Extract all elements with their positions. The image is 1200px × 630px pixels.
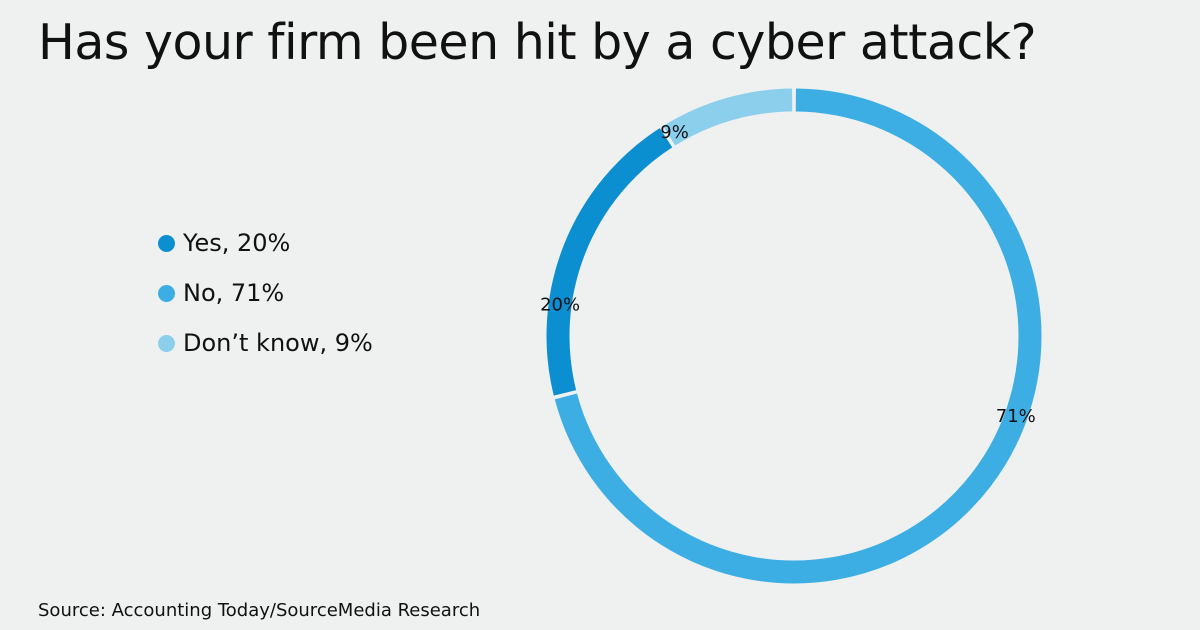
legend-label-no: No, 71% <box>183 279 285 307</box>
legend-label-dont-know: Don’t know, 9% <box>183 329 373 357</box>
legend-item-yes: Yes, 20% <box>158 218 373 268</box>
slice-label-dont-know: 9% <box>660 122 689 143</box>
source-note: Source: Accounting Today/SourceMedia Res… <box>38 600 481 621</box>
legend-swatch-no <box>158 284 175 302</box>
donut-slice-dont-know <box>663 88 793 146</box>
legend-swatch-yes <box>158 234 175 252</box>
legend-swatch-dont-know <box>158 334 175 352</box>
legend: Yes, 20% No, 71% Don’t know, 9% <box>158 218 373 368</box>
slice-label-yes: 20% <box>540 294 580 315</box>
legend-label-yes: Yes, 20% <box>183 229 291 257</box>
chart-title: Has your firm been hit by a cyber attack… <box>38 14 1037 71</box>
donut-slice-no <box>554 88 1042 584</box>
donut-slice-yes <box>546 128 673 396</box>
legend-item-no: No, 71% <box>158 268 373 318</box>
slice-label-no: 71% <box>996 406 1036 427</box>
legend-item-dont-know: Don’t know, 9% <box>158 318 373 368</box>
